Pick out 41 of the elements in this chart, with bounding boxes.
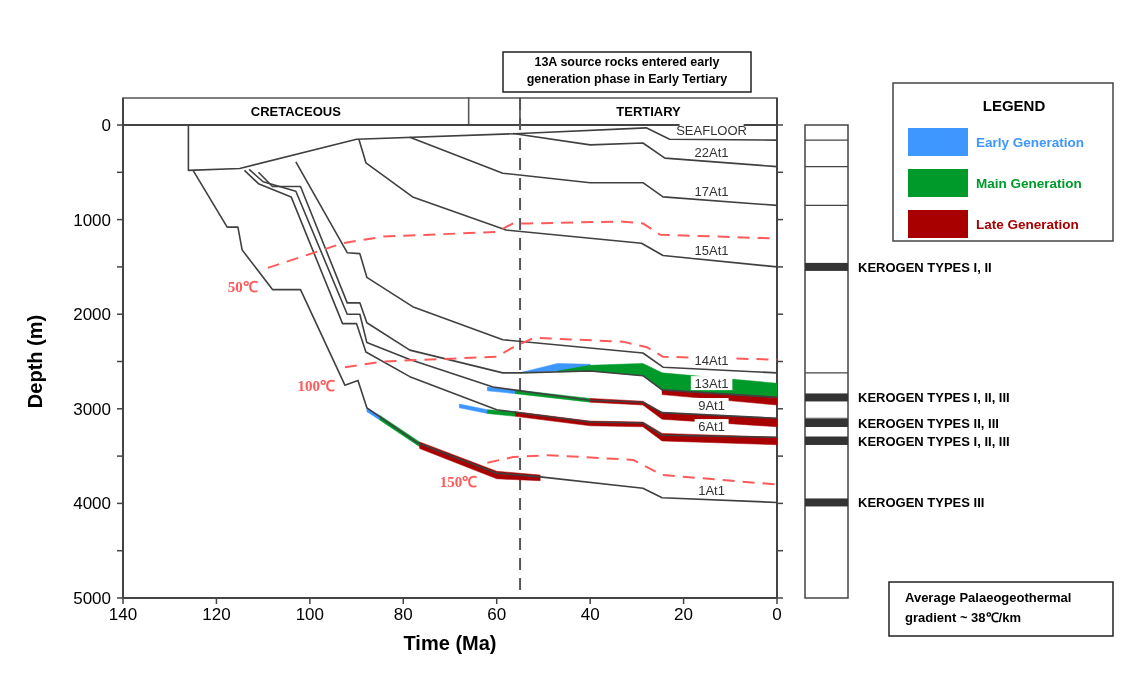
series-label: 150℃ [439,473,478,490]
series-label: 100℃ [297,378,335,395]
y-tick-label: 0 [101,116,111,135]
series-label: 14At1 [694,352,729,368]
text: TERTIARY [616,104,682,119]
series-label: SEAFLOOR [676,122,747,138]
text: Average Palaeogeothermal gradient ~ 38℃/km [904,589,1073,627]
y-tick-label: 2000 [73,305,111,325]
y-axis-title: Depth (m) [24,314,46,409]
y-tick-label: 5000 [73,589,111,608]
text: KEROGEN TYPES I, II [858,259,992,275]
y-tick-label: 3000 [73,399,111,419]
y-tick-label: 1000 [73,210,111,230]
text: KEROGEN TYPES I, II, III [858,390,1010,406]
text: KEROGEN TYPES III [858,495,985,511]
text: CRETACEOUS [250,104,342,119]
series-label: 13At1 [694,376,729,392]
series-label: 22At1 [694,144,729,160]
x-tick-label: 100 [295,605,325,624]
text: Main Generation [976,176,1082,191]
x-tick-label: 60 [487,605,507,624]
x-tick-label: 120 [202,605,231,624]
x-tick-label: 140 [108,605,138,624]
text: KEROGEN TYPES I, II, III [858,433,1010,449]
x-tick-label: 20 [674,605,694,624]
text: KEROGEN TYPES II, III [858,415,999,431]
y-tick-label: 4000 [73,494,111,514]
text: Early Generation [976,135,1085,150]
series-label: 50℃ [227,278,258,295]
series-label: 15At1 [694,243,729,259]
legend-title: LEGEND [982,97,1046,114]
series-label: 17At1 [694,183,729,199]
x-tick-label: 80 [393,605,413,624]
x-axis-title: Time (Ma) [403,632,497,654]
series-label: 6At1 [698,419,725,435]
series-label: 1At1 [698,482,725,498]
series-label: 9At1 [698,398,725,414]
x-tick-label: 40 [580,605,600,624]
text: Late Generation [976,217,1079,232]
text: 13A source rocks entered early generation phase in Early Tertiary [525,54,729,88]
x-tick-label: 0 [772,605,782,624]
